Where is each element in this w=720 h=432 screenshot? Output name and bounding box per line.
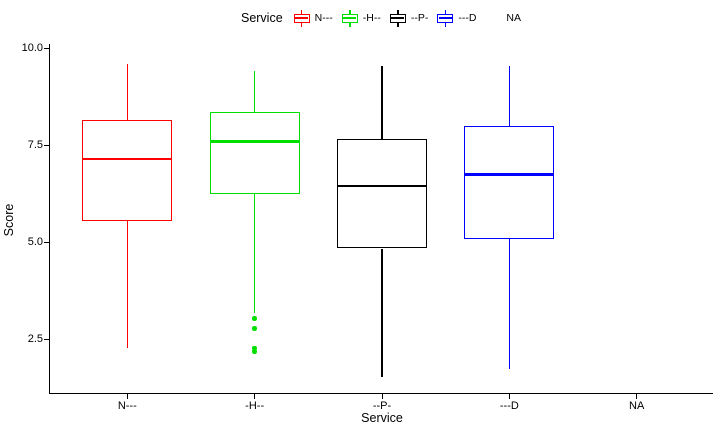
boxplot-outlier-point <box>252 349 257 354</box>
legend-item: -H-- <box>341 9 381 27</box>
boxplot-lower-whisker <box>381 248 383 377</box>
boxplot-box <box>209 112 300 194</box>
boxplot-box <box>82 120 173 222</box>
legend-item-label: N--- <box>314 12 333 24</box>
boxplot-outlier-point <box>252 345 257 351</box>
boxplot-upper-whisker <box>381 65 383 140</box>
y-tick-mark <box>44 339 49 341</box>
legend-key-boxplot-icon <box>293 9 310 27</box>
boxplot-upper-whisker <box>126 63 129 121</box>
boxplot-lower-whisker <box>508 238 511 370</box>
legend-item: --P- <box>389 9 429 27</box>
x-tick-label: NA <box>629 400 645 412</box>
boxplot-box <box>337 139 427 249</box>
legend-item: NA <box>485 10 521 27</box>
y-axis-title: Score <box>2 203 16 237</box>
legend-item-label: -H-- <box>362 12 381 24</box>
y-tick-mark <box>44 47 49 49</box>
x-tick-mark <box>126 394 128 399</box>
boxplot-lower-whisker <box>126 221 129 348</box>
boxplot-median-line <box>82 157 173 161</box>
legend-item: N--- <box>293 9 333 27</box>
boxplot-median-line <box>337 184 427 188</box>
y-axis-line <box>49 44 50 394</box>
boxplot-upper-whisker <box>253 71 256 113</box>
boxplot-median-line <box>209 140 300 143</box>
x-tick-mark <box>254 394 256 399</box>
x-tick-mark <box>508 394 510 399</box>
boxplot-outlier-point <box>252 316 257 321</box>
x-tick-mark <box>636 394 638 399</box>
y-tick-label: 10.0 <box>21 41 43 54</box>
y-tick-mark <box>44 144 49 146</box>
x-tick-mark <box>381 394 383 399</box>
legend-key-boxplot-icon <box>341 9 358 27</box>
y-tick-label: 2.5 <box>27 333 43 346</box>
legend-item-label: NA <box>506 12 521 24</box>
x-tick-label: N--- <box>117 400 137 412</box>
x-tick-label: -H-- <box>245 400 265 412</box>
boxplot-upper-whisker <box>508 65 511 126</box>
boxplot-box <box>464 125 555 239</box>
y-tick-mark <box>44 242 49 244</box>
y-tick-label: 5.0 <box>27 236 43 249</box>
x-tick-label: ---D <box>499 400 519 412</box>
boxplot-outlier-point <box>252 326 257 331</box>
legend-key-boxplot-icon <box>389 9 406 27</box>
x-axis-line <box>49 393 713 394</box>
legend: Service N--- -H-- --P- ---D NA <box>50 6 712 30</box>
x-tick-label: --P- <box>372 400 392 412</box>
legend-title: Service <box>240 11 283 25</box>
legend-key-boxplot-icon <box>437 9 454 27</box>
legend-item-label: ---D <box>458 12 477 24</box>
boxplot-median-line <box>464 173 555 176</box>
legend-item: ---D <box>437 9 477 27</box>
boxplot-lower-whisker <box>253 193 256 313</box>
y-tick-label: 7.5 <box>27 138 43 151</box>
legend-item-label: --P- <box>410 12 429 24</box>
x-axis-title: Service <box>361 411 403 425</box>
